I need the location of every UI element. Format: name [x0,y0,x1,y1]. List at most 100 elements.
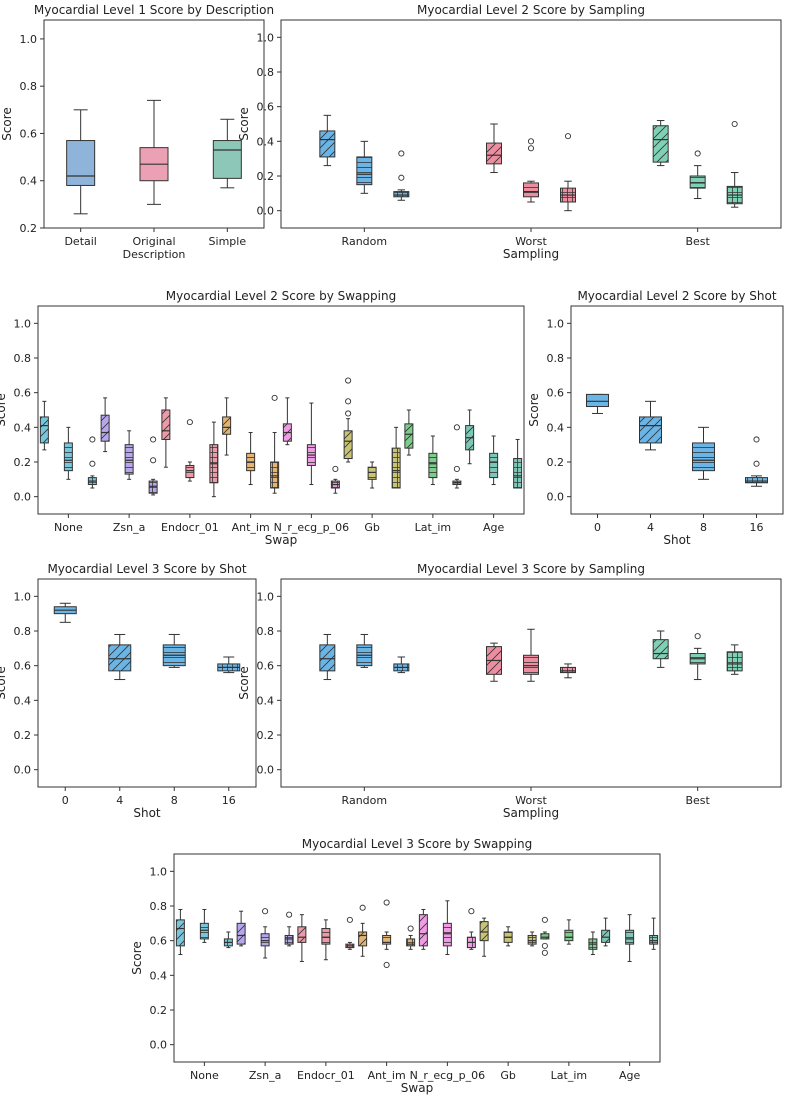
box-gb-2 [391,426,401,489]
y-tick-label: 1.0 [14,590,32,603]
y-tick-label: 0.6 [257,660,275,673]
x-tick-label: Age [483,521,505,534]
x-tick-label-line: Lat_im [551,1069,587,1082]
box-random-0 [319,633,336,681]
box-hatch [639,416,662,443]
outlier-point [753,436,760,443]
box-endocr_01-0 [297,914,307,962]
box-ant_im-1 [382,899,392,968]
x-tick-label-line: 16 [222,794,236,807]
box-hatch [321,928,330,945]
outlier-point [541,942,548,949]
box-hatch [40,416,49,443]
outlier-point [271,394,278,401]
x-tick-label: N_r_ecg_p_06 [410,1069,486,1082]
box-hatch [297,926,306,943]
x-tick-label-line: Zsn_a [249,1069,281,1082]
y-tick-label: 0.8 [547,352,565,365]
box-hatch [356,156,372,185]
box-worst-2 [560,133,576,212]
box-4-0 [639,400,662,451]
y-tick-label: 0.4 [257,135,275,148]
x-axis-label: Shot [133,806,161,820]
box-body [586,393,609,408]
y-tick-label: 1.0 [257,590,275,603]
box-original-description-0 [139,99,169,205]
y-tick-label: 0.4 [14,421,32,434]
x-axis-label: Sampling [503,806,559,820]
box-0-0 [53,602,77,623]
outlier-point [383,899,390,906]
box-hatch [653,639,669,659]
x-tick-label: 8 [700,521,707,534]
outlier-point [398,150,405,157]
x-tick-label: 8 [171,794,178,807]
box-hatch [382,935,391,945]
box-none-0 [39,400,49,451]
outlier-point [468,908,475,915]
box-hatch [480,921,489,941]
x-tick-label: 0 [594,521,601,534]
chart-p7: Myocardial Level 3 Score by Swapping 0.0 0… [130,837,661,1095]
x-tick-label-line: Best [685,235,710,248]
y-tick-label: 0.6 [14,387,32,400]
chart-title: Myocardial Level 2 Score by Swapping [166,289,396,303]
box-gb-1 [367,461,377,489]
outlier-point [262,908,269,915]
y-tick-label: 0.0 [14,491,32,504]
x-tick-label-line: N_r_ecg_p_06 [274,521,350,534]
x-tick-label-line: 8 [171,794,178,807]
box-hatch [319,644,335,671]
box-hatch [727,651,743,671]
box-body [66,140,96,186]
chart-p6: Myocardial Level 3 Score by Sampling 0.0 0… [237,562,782,820]
outlier-point [383,961,390,968]
x-tick-label: Zsn_a [113,521,145,534]
box-endocr_01-1 [185,419,195,482]
box-lat_im-1 [564,919,574,945]
box-hatch [125,444,134,475]
y-axis-label: Score [0,393,8,427]
y-tick-label: 1.0 [547,317,565,330]
box-worst-2 [560,663,576,679]
outlier-point [541,949,548,956]
outlier-point [345,398,352,405]
box-ant_im-2 [270,394,280,494]
x-tick-label: Endocr_01 [161,521,219,534]
chart-p2: Myocardial Level 2 Score by Sampling 0.0 0… [237,3,782,261]
box-gb-2 [527,931,537,947]
y-tick-label: 1.0 [150,865,168,878]
box-hatch [285,935,294,945]
x-tick-label: Lat_im [415,521,451,534]
outlier-point [694,633,701,640]
box-zsn_a-0 [100,397,110,453]
box-lat_im-1 [428,435,438,486]
y-tick-label: 0.6 [547,387,565,400]
box-hatch [523,655,539,675]
box-hatch [625,930,634,945]
x-tick-label-line: Random [342,794,388,807]
box-detail-0 [66,109,96,215]
plot-frame [37,578,257,788]
box-hatch [649,935,658,945]
box-age-2 [649,917,659,950]
x-tick-label-line: 0 [594,521,601,534]
box-zsn_a-2 [148,436,158,496]
box-age-0 [601,917,611,947]
box-random-2 [393,656,410,674]
x-tick-label-line: Age [483,521,505,534]
y-tick-label: 0.0 [257,764,275,777]
x-tick-label-line: Original [132,235,175,248]
box-hatch [486,143,502,164]
x-tick-label: None [190,1069,219,1082]
x-tick-label-line: Endocr_01 [297,1069,355,1082]
x-tick-label-line: 4 [647,521,654,534]
y-tick-label: 0.0 [14,764,32,777]
outlier-point [359,904,366,911]
box-n_r_ecg_p_06-0 [418,908,428,950]
chart-title: Myocardial Level 2 Score by Shot [577,289,776,303]
box-worst-1 [523,628,539,682]
box-hatch [270,462,279,488]
y-tick-label: 0.0 [257,205,275,218]
box-lat_im-0 [540,916,550,956]
